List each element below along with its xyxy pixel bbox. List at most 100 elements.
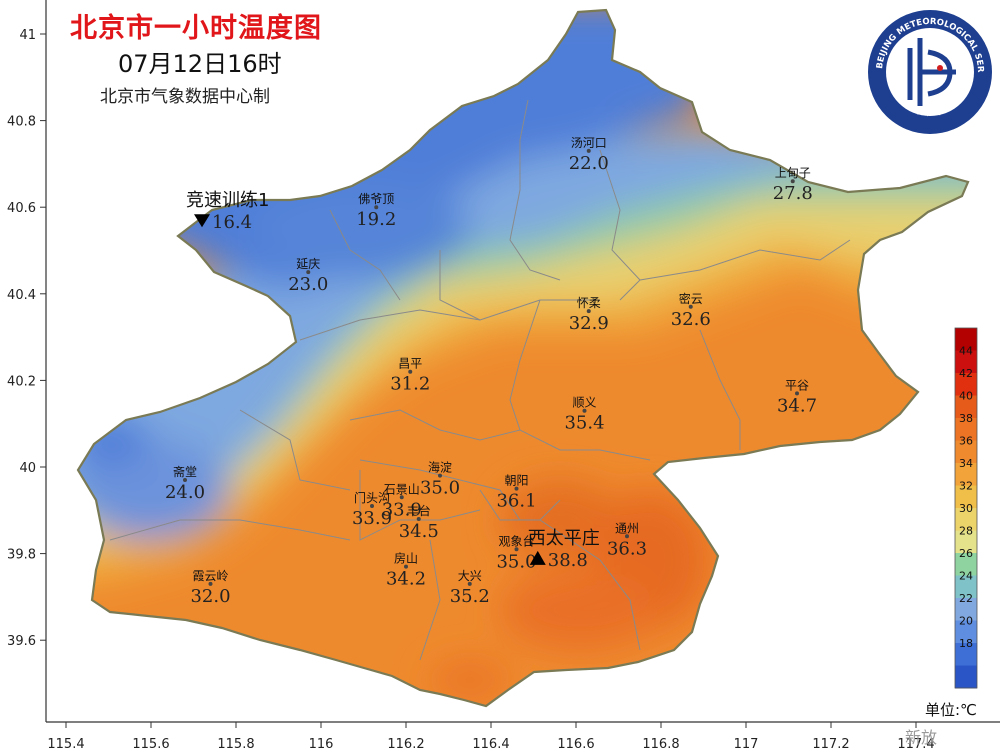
station-name: 佛爷顶 bbox=[358, 192, 394, 206]
station-name: 丰台 bbox=[407, 503, 431, 518]
station-value: 34.5 bbox=[399, 521, 439, 542]
colorbar-swatch bbox=[955, 350, 977, 374]
station: 丰台 34.5 bbox=[399, 503, 439, 542]
colorbar-swatch bbox=[955, 463, 977, 486]
bms-logo-icon: BEIJING METEOROLOGICAL SERVICE 北京市气象局 bbox=[866, 8, 992, 134]
station-name: 石景山 bbox=[384, 482, 420, 496]
station-name: 大兴 bbox=[458, 569, 482, 583]
colorbar-swatch bbox=[955, 665, 977, 689]
y-tick-label: 40.6 bbox=[7, 201, 36, 216]
station: 汤河口 22.0 bbox=[569, 136, 609, 174]
station-name: 怀柔 bbox=[577, 296, 601, 310]
colorbar-swatch bbox=[955, 328, 977, 351]
station-dot bbox=[586, 309, 591, 314]
station-name: 平谷 bbox=[785, 378, 809, 392]
y-axis-ticks: 41 40.8 40.6 40.4 40.2 40 39.8 39.6 bbox=[7, 28, 46, 649]
station: 顺义 35.4 bbox=[564, 396, 604, 434]
station-value: 33.9 bbox=[382, 499, 422, 520]
temperature-colorbar: 44 42 40 38 36 34 32 30 28 26 24 22 20 18 bbox=[954, 327, 978, 689]
station: 房山 34.2 bbox=[386, 551, 426, 590]
station-value: 35.0 bbox=[496, 551, 536, 572]
colorbar-tick: 36 bbox=[959, 435, 973, 448]
station-dot bbox=[408, 369, 413, 374]
station-dot bbox=[416, 516, 421, 521]
station-dot bbox=[790, 179, 795, 184]
station-name: 朝阳 bbox=[504, 474, 528, 488]
colorbar-swatch bbox=[955, 598, 977, 621]
district-boundaries bbox=[109, 99, 851, 661]
y-tick-label: 40.2 bbox=[7, 374, 36, 389]
y-tick-label: 40 bbox=[19, 461, 36, 476]
colorbar-tick: 24 bbox=[959, 570, 973, 583]
map-title: 北京市一小时温度图 bbox=[70, 13, 322, 44]
station: 斋堂 24.0 bbox=[165, 464, 205, 503]
colorbar-swatch bbox=[955, 440, 977, 464]
station: 霞云岭 32.0 bbox=[190, 569, 230, 607]
y-tick-label: 40.8 bbox=[7, 115, 36, 130]
x-tick-label: 117 bbox=[734, 737, 759, 752]
x-tick-label: 116 bbox=[309, 737, 334, 752]
station-name: 上甸子 bbox=[775, 166, 811, 180]
station-value: 36.1 bbox=[496, 491, 536, 512]
station-value: 27.8 bbox=[773, 183, 813, 204]
map-datetime: 07月12日16时 bbox=[118, 50, 282, 78]
y-tick-label: 41 bbox=[19, 28, 36, 43]
station-value: 19.2 bbox=[356, 209, 396, 230]
station: 海淀 35.0 bbox=[420, 460, 460, 499]
station-name: 汤河口 bbox=[571, 136, 607, 150]
station-name: 密云 bbox=[679, 291, 703, 306]
station-dot bbox=[625, 534, 629, 539]
map-source: 北京市气象数据中心制 bbox=[100, 87, 270, 107]
station: 平谷 34.7 bbox=[777, 378, 817, 416]
station: 昌平 31.2 bbox=[390, 357, 430, 395]
station-dot bbox=[208, 581, 213, 586]
station-name: 通州 bbox=[615, 521, 639, 535]
colorbar-swatch bbox=[955, 485, 977, 509]
station-name: 海淀 bbox=[428, 460, 452, 475]
station-name: 观象台 bbox=[498, 533, 534, 548]
colorbar-swatch bbox=[955, 418, 977, 441]
marker-name: 西太平庄 bbox=[528, 528, 600, 549]
x-tick-label: 116.2 bbox=[387, 737, 424, 752]
station-value: 32.9 bbox=[569, 313, 609, 334]
station-value: 36.3 bbox=[607, 538, 647, 559]
station-name: 霞云岭 bbox=[192, 569, 228, 583]
station-name: 门头沟 bbox=[354, 490, 390, 505]
colorbar-tick: 30 bbox=[959, 502, 973, 515]
station: 延庆 23.0 bbox=[288, 257, 328, 295]
station-dot bbox=[399, 495, 404, 500]
station-name: 斋堂 bbox=[173, 464, 197, 479]
colorbar-tick: 28 bbox=[959, 525, 973, 538]
colorbar-swatch bbox=[955, 530, 977, 554]
colorbar-tick: 40 bbox=[959, 390, 973, 403]
x-tick-label: 115.4 bbox=[47, 737, 84, 752]
station: 观象台 35.0 bbox=[496, 533, 536, 572]
marker-name: 竞速训练1 bbox=[186, 190, 269, 211]
colorbar-tick: 34 bbox=[959, 457, 973, 470]
station-dot bbox=[514, 547, 519, 552]
station-value: 35.2 bbox=[450, 586, 490, 607]
station-value: 31.2 bbox=[390, 374, 430, 395]
station-value: 34.2 bbox=[386, 569, 426, 590]
watermark: 新放 bbox=[905, 728, 938, 747]
colorbar-tick: 18 bbox=[959, 637, 973, 650]
x-tick-label: 116.4 bbox=[472, 737, 509, 752]
station: 怀柔 32.9 bbox=[569, 296, 609, 334]
colorbar-swatch bbox=[955, 395, 977, 419]
x-tick-label: 117.4 bbox=[897, 737, 934, 752]
station: 朝阳 36.1 bbox=[496, 474, 536, 512]
colorbar-tick: 38 bbox=[959, 412, 973, 425]
colorbar-swatch bbox=[955, 553, 977, 576]
station-dot bbox=[404, 564, 408, 569]
station-dot bbox=[688, 304, 693, 309]
colorbar-tick: 32 bbox=[959, 480, 973, 493]
station-value: 24.0 bbox=[165, 482, 205, 503]
x-tick-label: 115.6 bbox=[132, 737, 169, 752]
station-dot bbox=[467, 581, 472, 586]
station-dot bbox=[370, 503, 374, 508]
station-name: 昌平 bbox=[398, 357, 422, 371]
x-axis-ticks: 115.4 115.6 115.8 116 116.2 116.4 116.6 116.8 11… bbox=[47, 722, 935, 752]
colorbar-tick: 20 bbox=[959, 615, 973, 628]
station: 通州 36.3 bbox=[607, 521, 647, 559]
